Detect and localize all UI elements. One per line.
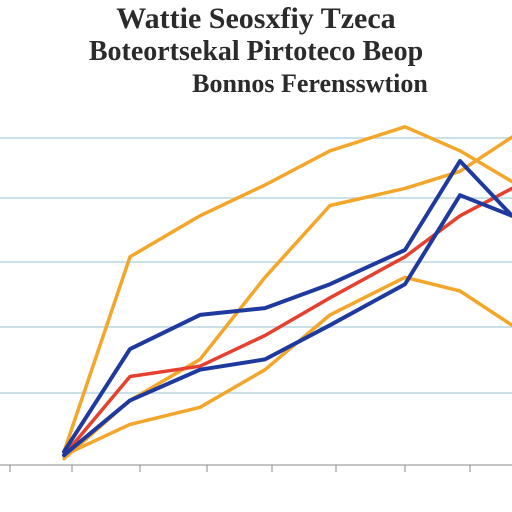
series-lines: [62, 125, 512, 461]
chart-title: Wattie Seosxfiy Tzeca Boteortsekal Pirto…: [89, 2, 429, 98]
title-line-3: Bonnos Ferensswtion: [192, 69, 428, 98]
title-line-2: Boteortsekal Pirtoteco Beop: [89, 36, 423, 67]
series-line-5: [62, 159, 512, 454]
x-ticks: [9, 465, 471, 472]
series-line-1: [62, 125, 512, 454]
series-line-6: [62, 193, 512, 458]
series-line-4: [62, 186, 512, 457]
title-line-1: Wattie Seosxfiy Tzeca: [116, 2, 395, 35]
